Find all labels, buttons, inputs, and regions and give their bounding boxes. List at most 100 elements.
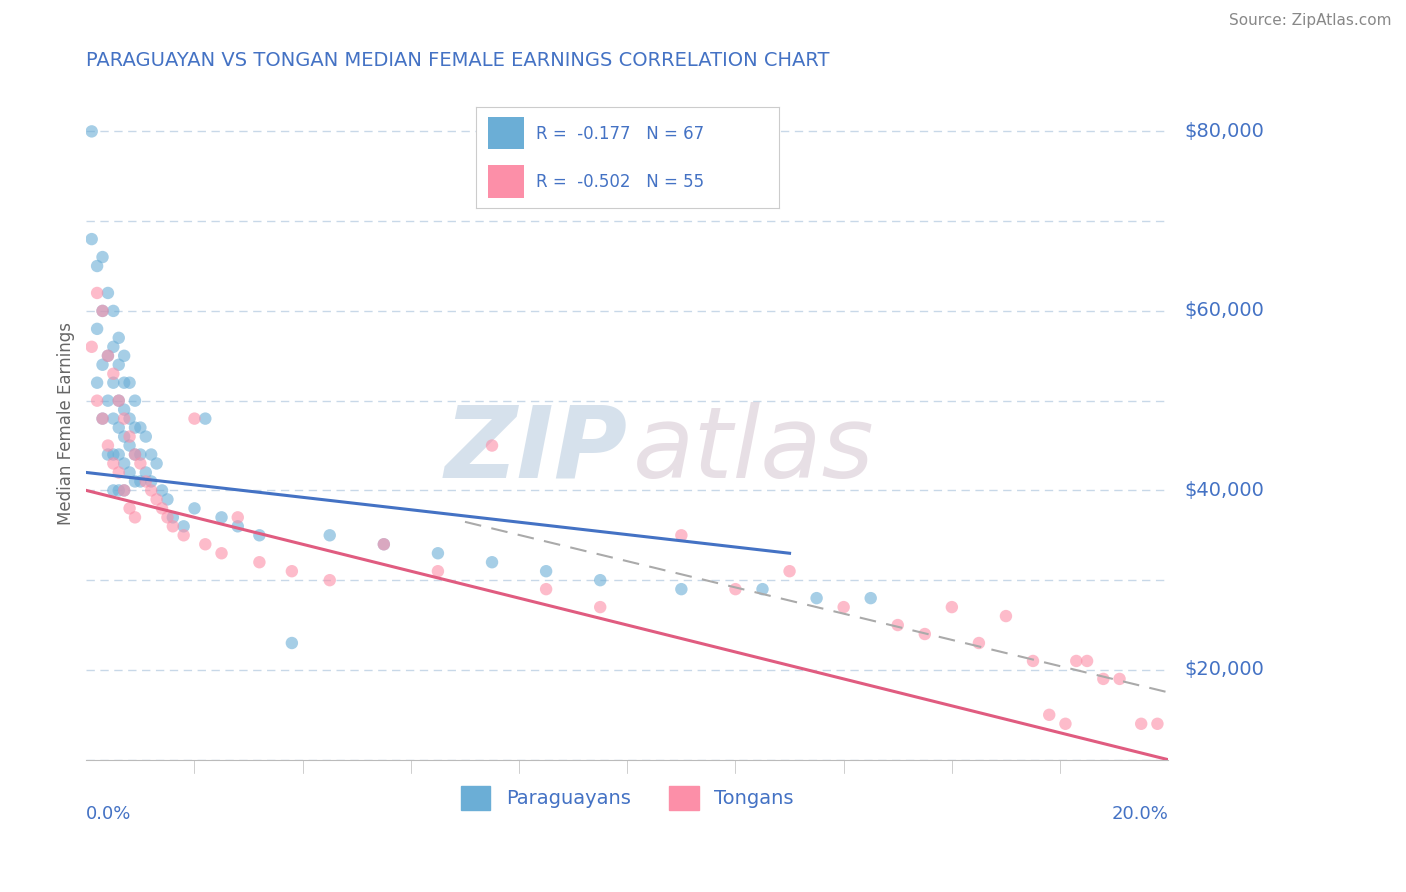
Point bbox=[124, 448, 146, 462]
Text: $60,000: $60,000 bbox=[1184, 301, 1264, 320]
Point bbox=[1076, 654, 1098, 668]
Point bbox=[97, 393, 120, 408]
Point bbox=[481, 555, 503, 569]
Text: PARAGUAYAN VS TONGAN MEDIAN FEMALE EARNINGS CORRELATION CHART: PARAGUAYAN VS TONGAN MEDIAN FEMALE EARNI… bbox=[86, 51, 830, 70]
Y-axis label: Median Female Earnings: Median Female Earnings bbox=[58, 322, 75, 524]
Point bbox=[589, 600, 612, 615]
Point bbox=[247, 528, 270, 542]
Point bbox=[426, 546, 449, 560]
Point bbox=[107, 358, 129, 372]
Point bbox=[1038, 707, 1060, 722]
Point bbox=[97, 349, 120, 363]
Text: $20,000: $20,000 bbox=[1184, 660, 1264, 680]
Text: Source: ZipAtlas.com: Source: ZipAtlas.com bbox=[1229, 13, 1392, 29]
Point bbox=[86, 285, 108, 300]
Point bbox=[97, 349, 120, 363]
Point bbox=[118, 429, 141, 443]
Point bbox=[173, 519, 195, 533]
Text: 20.0%: 20.0% bbox=[1111, 805, 1168, 822]
Point bbox=[97, 448, 120, 462]
Point bbox=[162, 519, 184, 533]
Point bbox=[534, 582, 557, 596]
Point bbox=[887, 618, 910, 632]
Point bbox=[107, 331, 129, 345]
Point bbox=[671, 528, 693, 542]
Point bbox=[124, 393, 146, 408]
Point bbox=[103, 448, 125, 462]
Point bbox=[779, 564, 801, 578]
Text: $40,000: $40,000 bbox=[1184, 481, 1264, 500]
Point bbox=[91, 250, 114, 264]
Point bbox=[319, 573, 342, 587]
Point bbox=[91, 304, 114, 318]
Point bbox=[97, 285, 120, 300]
Point bbox=[107, 393, 129, 408]
Point bbox=[118, 376, 141, 390]
Point bbox=[86, 376, 108, 390]
Point bbox=[91, 411, 114, 425]
Text: atlas: atlas bbox=[633, 401, 875, 499]
Point bbox=[319, 528, 342, 542]
Text: $80,000: $80,000 bbox=[1184, 122, 1264, 141]
Point bbox=[107, 466, 129, 480]
Point bbox=[141, 483, 163, 498]
Point bbox=[183, 501, 205, 516]
Point bbox=[112, 429, 135, 443]
Point bbox=[86, 259, 108, 273]
Point bbox=[162, 510, 184, 524]
Point bbox=[86, 393, 108, 408]
Point bbox=[112, 376, 135, 390]
Point bbox=[534, 564, 557, 578]
Point bbox=[91, 304, 114, 318]
Point bbox=[832, 600, 855, 615]
Point bbox=[724, 582, 747, 596]
Point bbox=[156, 510, 179, 524]
Point bbox=[481, 438, 503, 452]
Point bbox=[281, 636, 304, 650]
Point bbox=[141, 475, 163, 489]
Point bbox=[118, 466, 141, 480]
Point bbox=[80, 232, 103, 246]
Point bbox=[112, 483, 135, 498]
Text: ZIP: ZIP bbox=[444, 401, 627, 499]
Point bbox=[226, 510, 249, 524]
Point bbox=[129, 448, 152, 462]
Point bbox=[194, 537, 217, 551]
Point bbox=[135, 475, 157, 489]
Point bbox=[173, 528, 195, 542]
Point bbox=[145, 457, 167, 471]
Point bbox=[145, 492, 167, 507]
Point bbox=[226, 519, 249, 533]
Point bbox=[247, 555, 270, 569]
Point bbox=[1146, 716, 1168, 731]
Point bbox=[281, 564, 304, 578]
Point bbox=[80, 340, 103, 354]
Point bbox=[135, 466, 157, 480]
Point bbox=[941, 600, 963, 615]
Point bbox=[91, 411, 114, 425]
Point bbox=[91, 358, 114, 372]
Point bbox=[97, 438, 120, 452]
Point bbox=[103, 376, 125, 390]
Point bbox=[1130, 716, 1153, 731]
Point bbox=[1108, 672, 1130, 686]
Point bbox=[751, 582, 773, 596]
Point bbox=[112, 349, 135, 363]
Point bbox=[103, 367, 125, 381]
Point bbox=[112, 457, 135, 471]
Point bbox=[107, 448, 129, 462]
Point bbox=[967, 636, 990, 650]
Point bbox=[129, 457, 152, 471]
Point bbox=[914, 627, 936, 641]
Point bbox=[806, 591, 828, 606]
Point bbox=[103, 483, 125, 498]
Point bbox=[156, 492, 179, 507]
Point bbox=[124, 448, 146, 462]
Point bbox=[118, 501, 141, 516]
Point bbox=[859, 591, 882, 606]
Point bbox=[129, 475, 152, 489]
Point bbox=[373, 537, 395, 551]
Point bbox=[112, 411, 135, 425]
Point bbox=[135, 429, 157, 443]
Point bbox=[107, 393, 129, 408]
